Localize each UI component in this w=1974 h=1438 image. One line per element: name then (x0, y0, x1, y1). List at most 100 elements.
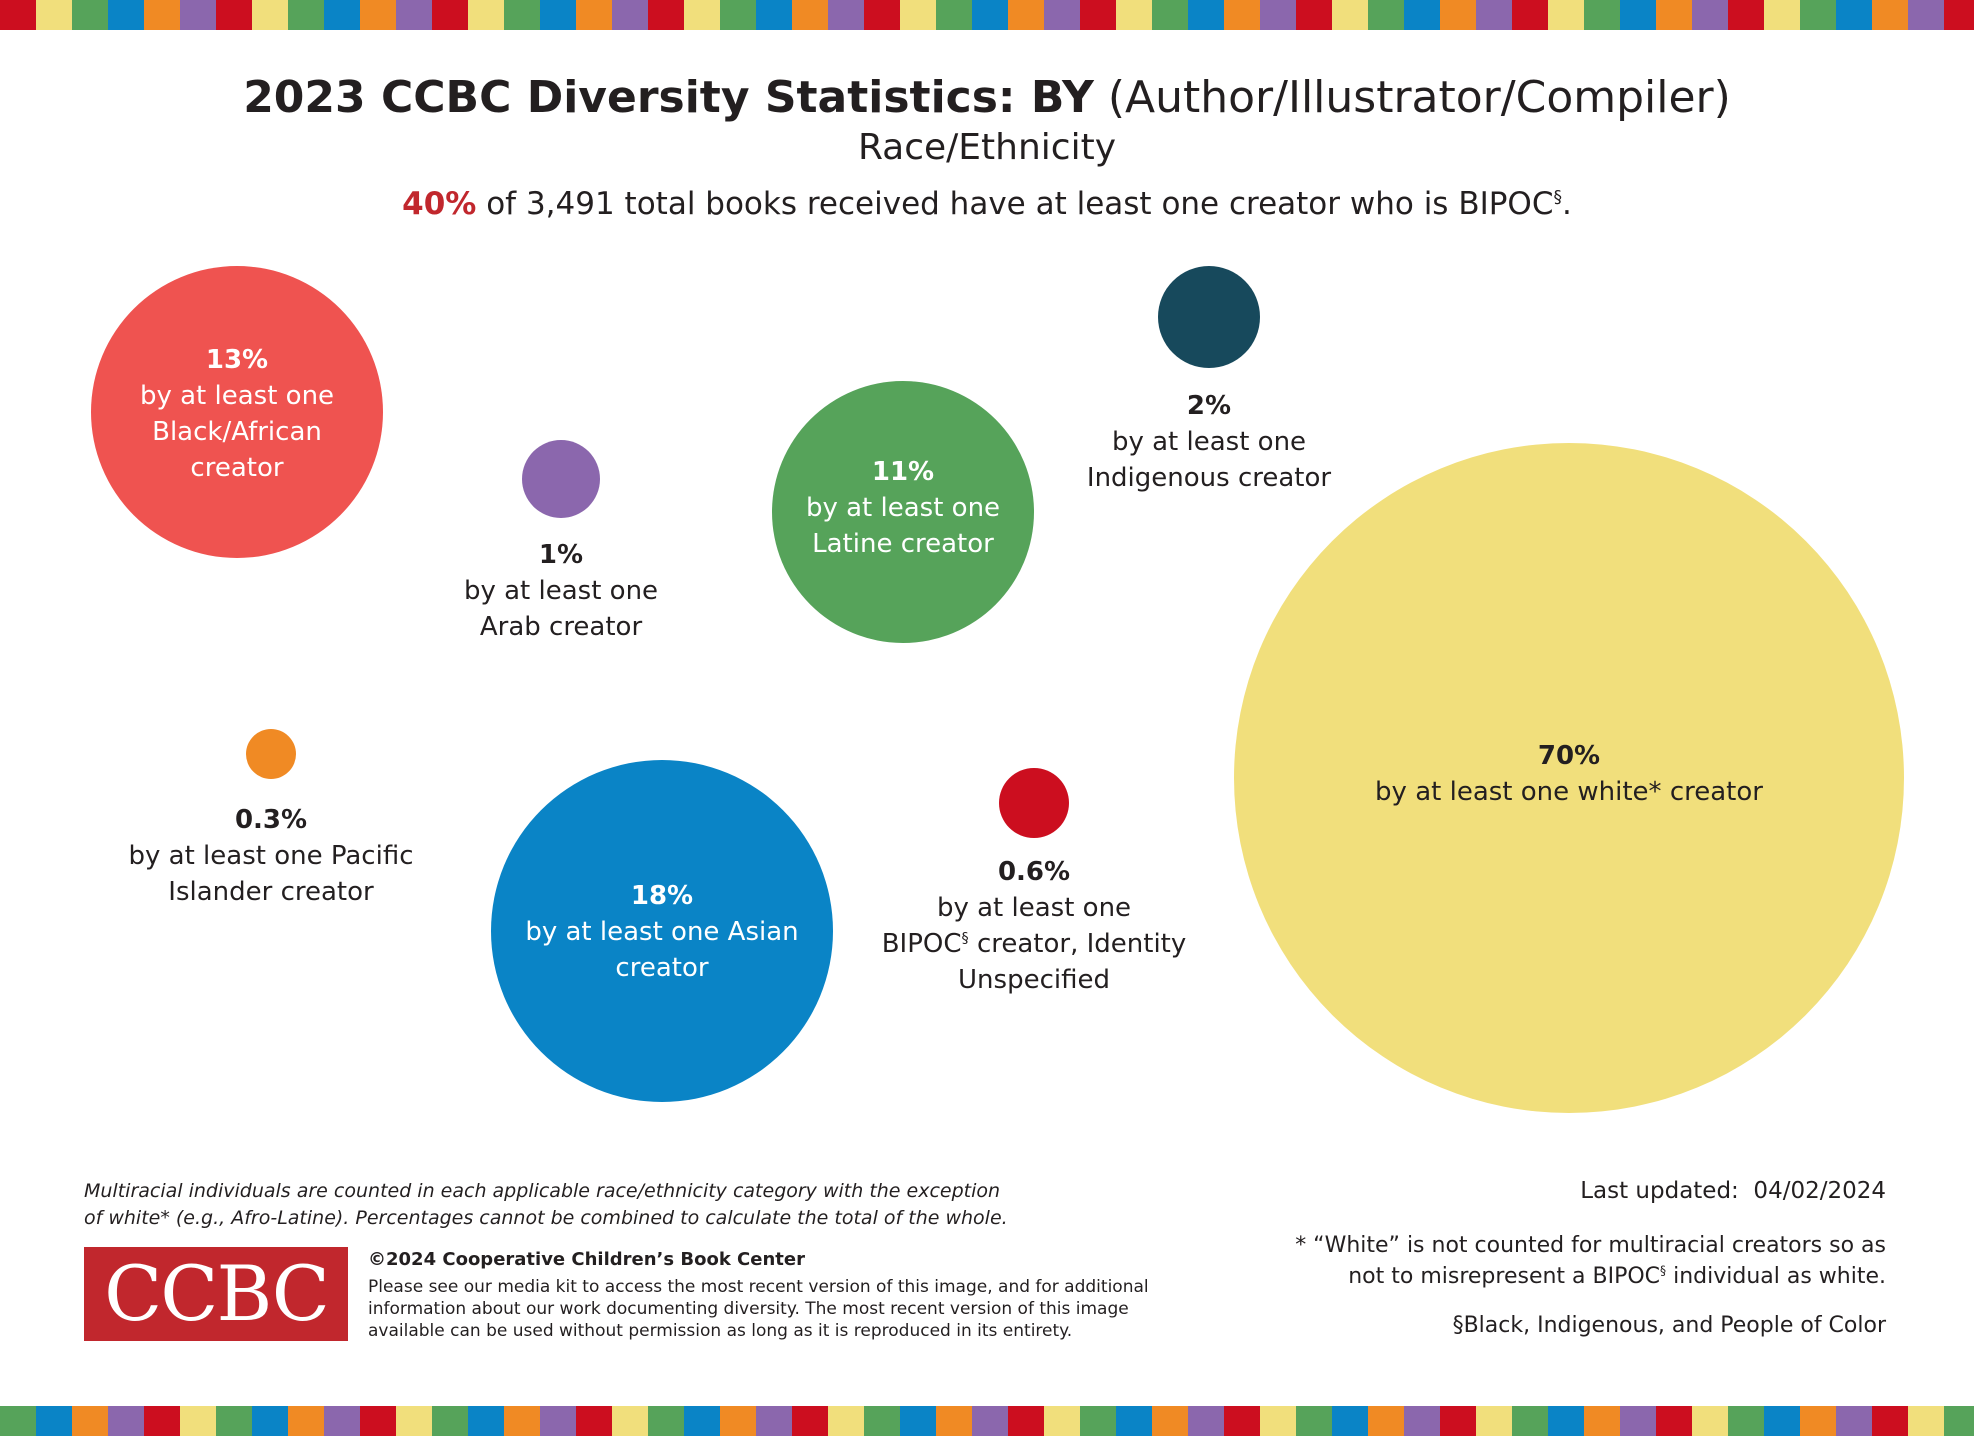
bubble-indigenous (1158, 266, 1260, 368)
stripe-block (1944, 1406, 1974, 1436)
stripe-block (1620, 1406, 1656, 1436)
stripe-block (540, 0, 576, 30)
stripe-block (1332, 0, 1368, 30)
stripe-block (1476, 0, 1512, 30)
stripe-block (36, 1406, 72, 1436)
stripe-block (1440, 0, 1476, 30)
stripe-block (72, 0, 108, 30)
stripe-block (684, 0, 720, 30)
stripe-block (1800, 0, 1836, 30)
stripe-block (432, 0, 468, 30)
stripe-block (612, 1406, 648, 1436)
stripe-block (1224, 1406, 1260, 1436)
headline-percent: 40% (402, 186, 477, 222)
stripe-block (1764, 0, 1800, 30)
stripe-block (1188, 1406, 1224, 1436)
stripe-block (252, 1406, 288, 1436)
bottom-color-stripe (0, 1406, 1974, 1436)
bubble-arab (522, 440, 600, 518)
stripe-block (576, 0, 612, 30)
stripe-block (1656, 1406, 1692, 1436)
stripe-block (1044, 0, 1080, 30)
bubble-latine (772, 381, 1034, 643)
stripe-block (1476, 1406, 1512, 1436)
white-footnote: * “White” is not counted for multiracial… (1295, 1233, 1886, 1289)
stripe-block (756, 1406, 792, 1436)
stripe-block (1332, 1406, 1368, 1436)
stripe-block (1152, 1406, 1188, 1436)
stripe-block (1152, 0, 1188, 30)
stripe-block (468, 0, 504, 30)
stripe-block (1188, 0, 1224, 30)
stripe-block (792, 1406, 828, 1436)
stripe-block (1548, 1406, 1584, 1436)
stripe-block (1368, 0, 1404, 30)
stripe-block (108, 0, 144, 30)
label-arab: 1% by at least one Arab creator (463, 540, 659, 642)
ccbc-logo: CCBC (84, 1247, 348, 1341)
stripe-block (396, 1406, 432, 1436)
stripe-block (1728, 0, 1764, 30)
stripe-block (1224, 0, 1260, 30)
stripe-block (504, 1406, 540, 1436)
stripe-block (216, 0, 252, 30)
bubble-bipoc-unspecified (999, 768, 1069, 838)
stripe-block (1584, 1406, 1620, 1436)
stripe-block (756, 0, 792, 30)
bubble-white (1234, 443, 1904, 1113)
stripe-block (1872, 1406, 1908, 1436)
stripe-block (1404, 0, 1440, 30)
stripe-block (972, 1406, 1008, 1436)
stripe-block (1008, 0, 1044, 30)
stripe-block (468, 1406, 504, 1436)
stripe-block (216, 1406, 252, 1436)
stripe-block (1440, 1406, 1476, 1436)
stripe-block (828, 1406, 864, 1436)
stripe-block (864, 1406, 900, 1436)
stripe-block (900, 0, 936, 30)
headline-stat: 40% of 3,491 total books received have a… (402, 186, 1572, 222)
stripe-block (792, 0, 828, 30)
stripe-block (1908, 0, 1944, 30)
label-bipoc-unspecified: 0.6% by at least one BIPOC§ creator, Ide… (881, 857, 1187, 995)
stripe-block (1620, 0, 1656, 30)
chart-subtitle: Race/Ethnicity (857, 127, 1117, 168)
stripe-block (504, 0, 540, 30)
stripe-block (288, 1406, 324, 1436)
stripe-block (1584, 0, 1620, 30)
stripe-block (180, 1406, 216, 1436)
label-latine: 11% by at least one Latine creator (805, 457, 1001, 559)
stripe-block (1368, 1406, 1404, 1436)
stripe-block (648, 0, 684, 30)
label-pacific-islander: 0.3% by at least one Pacific Islander cr… (128, 805, 414, 907)
stripe-block (324, 1406, 360, 1436)
stripe-block (828, 0, 864, 30)
stripe-block (1080, 0, 1116, 30)
stripe-block (252, 0, 288, 30)
label-black-african: 13% by at least one Black/African creato… (139, 345, 335, 483)
stripe-block (360, 0, 396, 30)
stripe-block (1944, 0, 1974, 30)
stripe-block (288, 0, 324, 30)
stripe-block (720, 0, 756, 30)
stripe-block (1296, 0, 1332, 30)
stripe-block (972, 0, 1008, 30)
stripe-block (108, 1406, 144, 1436)
chart-title: 2023 CCBC Diversity Statistics: BY (Auth… (243, 72, 1731, 123)
stripe-block (1728, 1406, 1764, 1436)
stripe-block (1800, 1406, 1836, 1436)
stripe-block (1692, 1406, 1728, 1436)
bipoc-definition: §Black, Indigenous, and People of Color (1452, 1313, 1886, 1338)
stripe-block (36, 0, 72, 30)
stripe-block (1296, 1406, 1332, 1436)
last-updated: Last updated: 04/02/2024 (1580, 1178, 1886, 1204)
stripe-block (432, 1406, 468, 1436)
stripe-block (1548, 0, 1584, 30)
bubble-asian (491, 760, 833, 1102)
stripe-block (1404, 1406, 1440, 1436)
stripe-block (540, 1406, 576, 1436)
stripe-block (1008, 1406, 1044, 1436)
label-asian: 18% by at least one Asian creator (525, 881, 799, 983)
stripe-block (936, 1406, 972, 1436)
stripe-block (1260, 0, 1296, 30)
